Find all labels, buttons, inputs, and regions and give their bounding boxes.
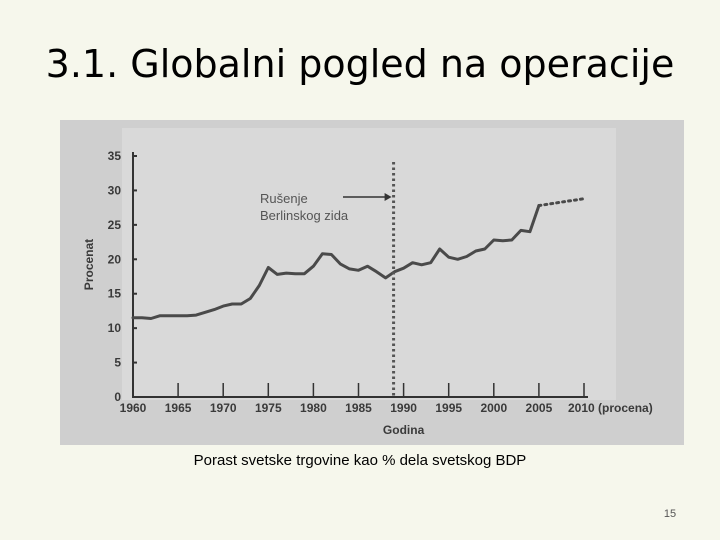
chart-series [131,197,586,320]
figure-caption: Porast svetske trgovine kao % dela svets… [193,452,527,469]
x-tick-label: 2000 [480,401,507,415]
annotation-arrowhead [384,193,392,201]
x-tick-label: 1985 [345,401,372,415]
y-tick-label: 10 [108,321,122,335]
chart-figure: 0 5 10 15 20 25 30 35 1960 1965 1970 1975 1980 1985 19… [60,120,684,445]
x-tick-label: 1995 [435,401,462,415]
y-tick-label: 5 [114,356,121,370]
y-tick-label: 15 [108,287,122,301]
x-tick-label: 2005 [526,401,553,415]
x-tick-label: 1980 [300,401,327,415]
projection-line [537,197,586,208]
annotation-label-line: Rušenje [260,191,308,206]
x-tick-label: 1960 [120,401,147,415]
y-tick-label: 25 [108,218,122,232]
chart-axes [122,128,616,400]
annotation-label-line: Berlinskog zida [260,208,349,223]
plot-background [122,128,616,400]
chart-annotation: Rušenje Berlinskog zida [260,162,396,397]
page-number: 15 [663,508,677,520]
x-tick-label: 1970 [210,401,237,415]
slide-title: 3.1. Globalni pogled na operacije [45,42,675,86]
x-tick-label: 1965 [165,401,192,415]
y-axis-title: Procenat [82,239,96,290]
y-tick-label: 0 [114,390,121,404]
y-tick-label: 35 [108,149,122,163]
line-chart: 0 5 10 15 20 25 30 35 1960 1965 1970 1975 1980 1985 19… [82,128,653,437]
x-axis-title: Godina [383,423,425,437]
x-tick-label: 2010 (procena) [568,401,653,415]
x-tick-label: 1975 [255,401,282,415]
x-tick-label: 1990 [390,401,417,415]
chart-ticks: 0 5 10 15 20 25 30 35 1960 1965 1970 1975 1980 1985 19… [82,149,653,437]
y-tick-label: 30 [108,183,122,197]
data-line [131,204,541,320]
y-tick-label: 20 [108,252,122,266]
